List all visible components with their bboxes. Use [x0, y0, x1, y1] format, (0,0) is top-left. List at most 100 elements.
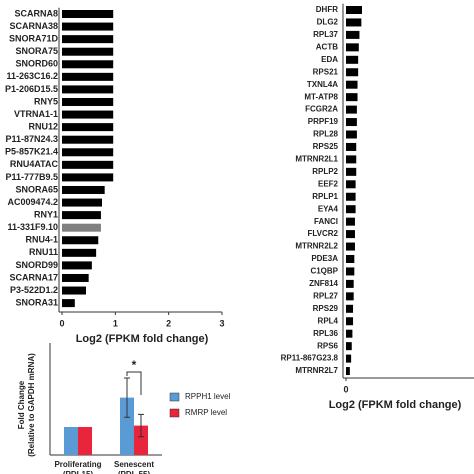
bar [346, 354, 352, 363]
bar [134, 425, 148, 455]
bar [346, 242, 355, 251]
category-label: ACTB [316, 42, 338, 51]
bar [62, 148, 114, 157]
bar [346, 55, 359, 64]
category-label: MT-ATP8 [304, 92, 338, 101]
bar [346, 105, 357, 114]
bar [62, 123, 114, 132]
category-label: SNORA71D [9, 34, 59, 44]
category-label: RPL27 [313, 291, 338, 300]
bar [62, 110, 114, 119]
category-label: RPS25 [313, 142, 339, 151]
bar [62, 35, 114, 44]
bar [62, 299, 75, 308]
bar [62, 248, 97, 257]
x-tick-label: 2 [166, 318, 171, 328]
category-label: AC009474.2 [7, 197, 58, 207]
y-axis-label: (Relative to GAPDH mRNA) [27, 353, 36, 457]
bar [346, 180, 356, 189]
category-label: RNY5 [34, 96, 58, 106]
x-tick-label: 3 [219, 318, 224, 328]
bar [62, 223, 101, 232]
bar [62, 236, 99, 245]
legend-label: RMRP level [185, 408, 227, 417]
bar [62, 10, 114, 18]
category-label: MTRNR2L2 [295, 242, 338, 251]
bar [120, 397, 134, 455]
category-label: RPL36 [313, 329, 338, 338]
category-line: Senescent [114, 460, 154, 469]
category-label: SCARNA17 [9, 272, 58, 282]
category-label: 11-331F9.10 [7, 222, 58, 232]
bar [346, 255, 355, 263]
bar [346, 292, 354, 301]
category-label: RPL4 [318, 316, 339, 325]
category-label: PRPF19 [308, 117, 339, 126]
category-line: (PDL 55) [118, 470, 151, 474]
x-tick-label: 1 [113, 318, 118, 328]
category-label: DHFR [316, 5, 338, 14]
bar [346, 304, 354, 313]
bar [62, 261, 92, 270]
category-label: P3-522D1.2 [10, 285, 58, 295]
category-label: RPLP1 [312, 192, 338, 201]
bar [62, 273, 89, 282]
category-label: 11-263C16.2 [6, 71, 58, 81]
bar [346, 118, 357, 127]
bar [346, 267, 355, 276]
bar [346, 130, 357, 139]
category-label: RPS21 [313, 67, 339, 76]
bar [62, 185, 105, 194]
annotation: * [132, 358, 137, 372]
category-label: FCGR2A [305, 105, 338, 114]
bar [346, 217, 355, 226]
category-label: SCARNA8 [14, 8, 58, 18]
category-label: P11-777B9.5 [5, 172, 58, 182]
bar [346, 205, 356, 214]
bar [346, 68, 359, 77]
category-label: RPLP2 [312, 167, 338, 176]
category-label: RNY1 [34, 209, 58, 219]
bar [346, 93, 358, 102]
bar [346, 192, 356, 201]
category-label: C1QBP [310, 267, 338, 276]
category-label: EYA4 [318, 204, 339, 213]
category-label: RNU4-1 [25, 235, 58, 245]
bar [64, 427, 78, 455]
category-label: SNORA75 [15, 46, 58, 56]
bar [346, 43, 359, 52]
bar [346, 155, 357, 164]
bar [78, 427, 92, 455]
bar [62, 22, 114, 31]
category-label: SNORA65 [15, 184, 58, 194]
bar [346, 6, 362, 14]
category-label: RP11-867G23.8 [281, 354, 339, 363]
bar [346, 230, 355, 239]
category-label: FLVCR2 [307, 229, 338, 238]
bar [62, 211, 101, 220]
bar [62, 135, 114, 144]
category-line: Proliferating [54, 460, 101, 469]
error-bar [138, 413, 144, 438]
legend-swatch [169, 408, 180, 418]
error-bar [124, 377, 130, 418]
category-label: Senescent(PDL 55) [114, 460, 154, 474]
category-label: DLG2 [317, 18, 339, 27]
bar [346, 279, 354, 288]
category-label: RPS29 [313, 304, 339, 313]
legend-label: RPPH1 level [185, 392, 231, 401]
category-label: Proliferating(PDL15) [54, 460, 101, 474]
category-label: VTRNA1-1 [14, 109, 58, 119]
bar [346, 30, 360, 39]
category-label: P5-857K21.4 [5, 147, 58, 157]
category-label: RNU4ATAC [10, 159, 59, 169]
bar [62, 60, 114, 69]
category-label: RPL37 [313, 30, 338, 39]
x-tick-label: 0 [343, 384, 348, 394]
category-label: PDE3A [311, 254, 338, 263]
bar [346, 342, 352, 351]
bar [62, 160, 114, 169]
category-label: RNU11 [29, 247, 58, 257]
category-label: SCARNA38 [9, 21, 58, 31]
